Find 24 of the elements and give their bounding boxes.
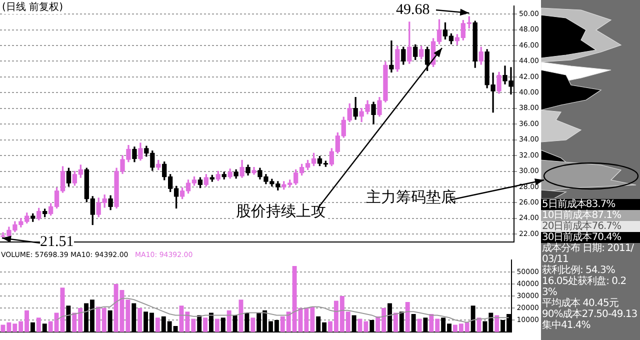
- chart-title: (日线 前复权): [2, 0, 63, 14]
- text: 成本分布 日期: 2011/03/11: [541, 243, 635, 265]
- text: 5日前成本83.7%: [541, 199, 640, 210]
- text: 30日前成本70.4%: [541, 232, 640, 243]
- bar: [138, 308, 142, 332]
- bar: [226, 310, 232, 332]
- bar: [405, 302, 410, 332]
- bar: [250, 318, 256, 332]
- text: 平均成本 40.45元: [541, 298, 620, 309]
- text: 10日前成本87.1%: [541, 210, 640, 221]
- text: 获利比例: 54.3%: [541, 265, 616, 276]
- bar: [393, 312, 398, 332]
- annotation: 49.68: [396, 2, 430, 18]
- annotation: 21.51: [40, 234, 74, 250]
- annotation: 主力筹码垫底: [366, 190, 456, 206]
- text: 90%成本27.50-49.13集中41.4%: [541, 309, 638, 331]
- text: 16.05处获利盘: 0.23%: [541, 276, 628, 298]
- annotation: 股价持续上攻: [236, 204, 326, 220]
- bar: [494, 315, 500, 332]
- bar: [214, 318, 220, 332]
- bar: [155, 318, 160, 332]
- bar: [203, 318, 208, 332]
- text: 20日前成本76.7%: [541, 221, 640, 232]
- bar: [36, 318, 41, 332]
